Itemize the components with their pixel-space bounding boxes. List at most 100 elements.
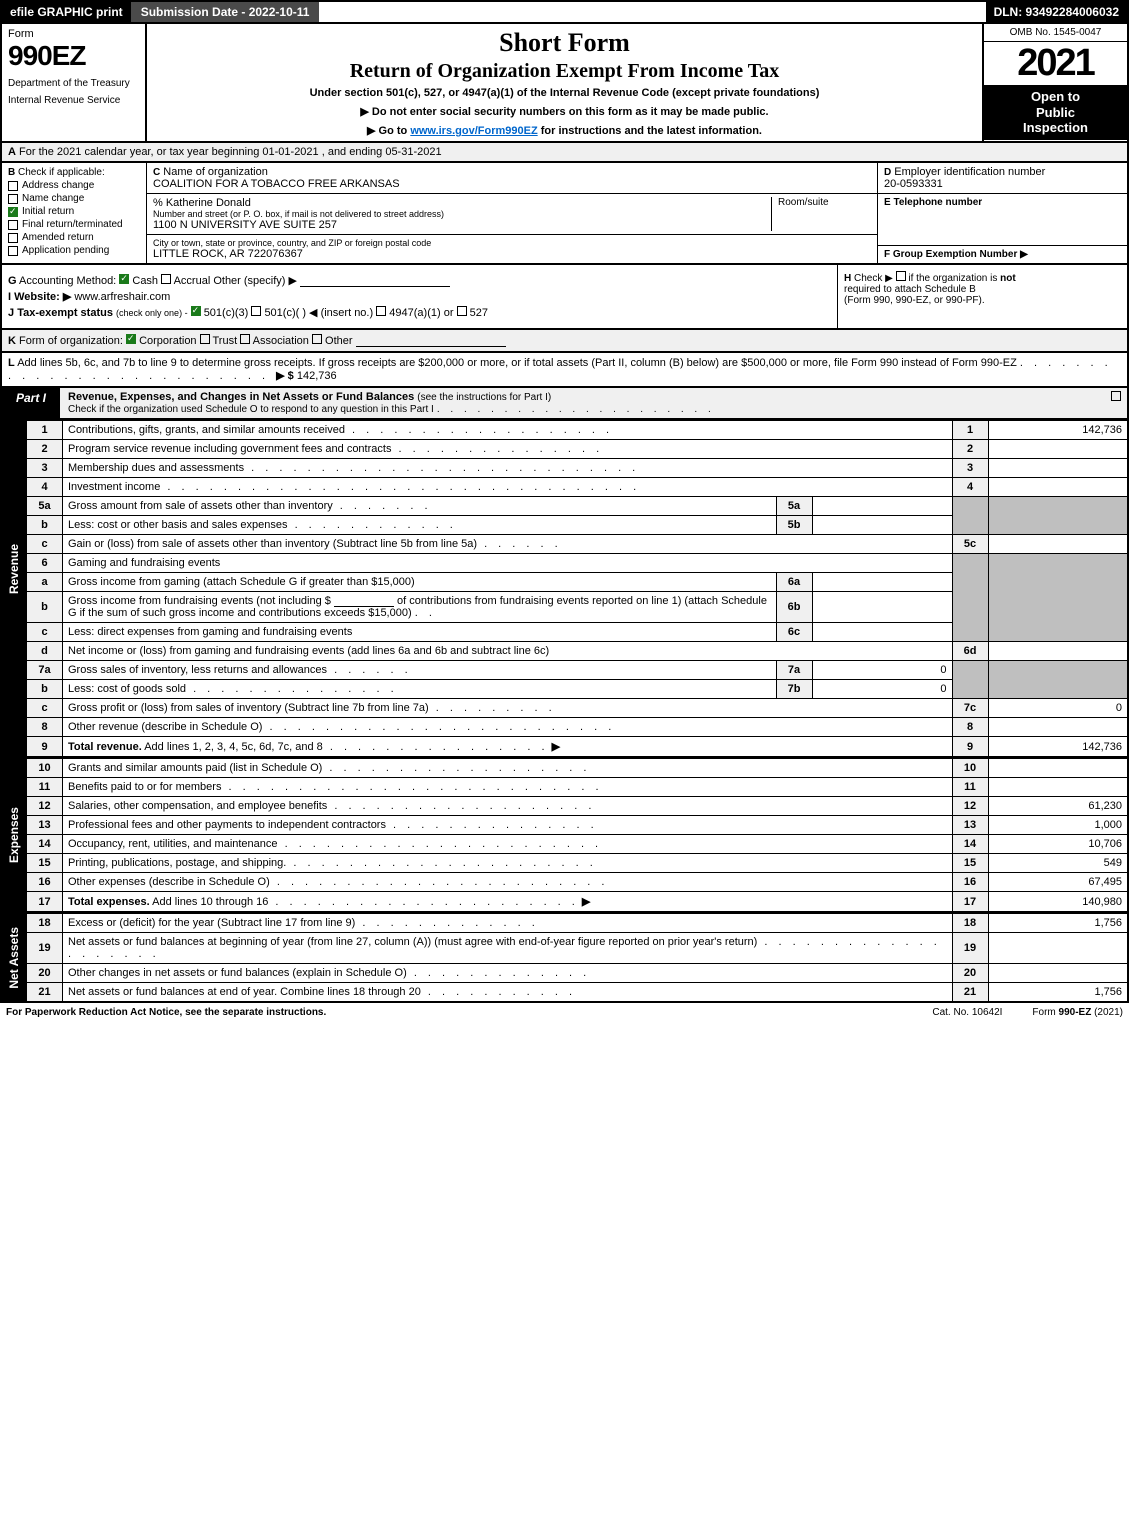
checkbox-checked-icon[interactable] [126,334,136,344]
chk-amended-return[interactable]: Amended return [8,232,140,243]
line-6d: d Net income or (loss) from gaming and f… [1,642,1128,661]
section-b-title: Check if applicable: [18,167,105,178]
room-suite-label: Room/suite [771,197,871,231]
chk-initial-return[interactable]: Initial return [8,206,140,217]
line-num: 11 [27,778,63,797]
sidelabel-revenue: Revenue [1,421,27,718]
sub-value: 0 [812,680,952,699]
checkbox-icon[interactable] [161,274,171,284]
dots: . . . . . . . . . . . . . . . . . . . [327,800,595,812]
form-word: Form [8,28,139,40]
line-desc: Contributions, gifts, grants, and simila… [63,421,953,440]
sub-value [812,623,952,642]
instr-link-line: ▶ Go to www.irs.gov/Form990EZ for instru… [157,124,972,137]
line-16: 16 Other expenses (describe in Schedule … [1,873,1128,892]
dots: . . . . . . . . . . . . . . . . . . . . … [278,838,603,850]
line-num: 3 [27,459,63,478]
other-specify-field[interactable] [300,275,450,287]
checkbox-icon[interactable] [896,271,906,281]
dots: . . . . . . . . . . . . . . . . . . . . … [244,462,639,474]
label-f: F [884,249,890,260]
org-name-block: C Name of organization COALITION FOR A T… [147,163,877,194]
opt-cash: Cash [132,275,158,287]
line-rnum: 21 [952,983,988,1003]
arrow-icon: ▶ [1020,249,1028,260]
line-num: 12 [27,797,63,816]
line-num: 18 [27,914,63,933]
line-rnum: 14 [952,835,988,854]
chk-address-change[interactable]: Address change [8,180,140,191]
h-text2: if the organization is [908,273,997,284]
footer-form-post: (2021) [1094,1007,1123,1018]
sub-num: 5b [776,516,812,535]
chk-name-change[interactable]: Name change [8,193,140,204]
checkbox-icon[interactable] [376,306,386,316]
checkbox-icon[interactable] [251,306,261,316]
part1-check-box[interactable] [1097,388,1127,418]
line-17: 17 Total expenses. Add lines 10 through … [1,892,1128,913]
line-19: 19 Net assets or fund balances at beginn… [1,933,1128,964]
shade-cell [952,554,988,642]
dots: . . . . . . [477,538,562,550]
footer-form-num: 990-EZ [1059,1007,1092,1018]
dots: . . . . . . . . . . . . . . . . . . . . … [160,481,640,493]
line-21: 21 Net assets or fund balances at end of… [1,983,1128,1003]
line-num: 15 [27,854,63,873]
line-desc: Gross income from fundraising events (no… [63,592,777,623]
line-13: 13 Professional fees and other payments … [1,816,1128,835]
irs-link[interactable]: www.irs.gov/Form990EZ [410,125,537,137]
opt-501c: 501(c)( ) ◀ (insert no.) [264,307,373,319]
line-desc: Net assets or fund balances at beginning… [63,933,953,964]
checkbox-icon[interactable] [312,334,322,344]
line-value [988,459,1128,478]
checkbox-checked-icon [8,207,18,217]
part1-title-text: Revenue, Expenses, and Changes in Net As… [68,391,414,403]
dots: . . . . . . . . . . . . . . . . . . . . … [270,876,609,888]
opt-4947: 4947(a)(1) or [389,307,453,319]
line-num: c [27,535,63,554]
chk-application-pending[interactable]: Application pending [8,245,140,256]
checkbox-checked-icon[interactable] [119,274,129,284]
section-i: I Website: ▶ www.arfreshair.com [8,290,831,303]
checkbox-icon[interactable] [240,334,250,344]
dots: . . . . . . . . . . . [421,986,576,998]
line-value: 1,756 [988,983,1128,1003]
instr-post: for instructions and the latest informat… [541,125,762,137]
sub-value: 0 [812,661,952,680]
line-num: 7a [27,661,63,680]
opt-527: 527 [470,307,488,319]
page-footer: For Paperwork Reduction Act Notice, see … [0,1003,1129,1022]
checkbox-icon[interactable] [457,306,467,316]
tax-exempt-sub: (check only one) - [116,308,188,318]
sidelabel-net-assets: Net Assets [1,914,27,1003]
line-num: a [27,573,63,592]
chk-final-return[interactable]: Final return/terminated [8,219,140,230]
chk-label: Initial return [22,206,74,217]
h-not: not [1000,273,1016,284]
line-desc: Professional fees and other payments to … [63,816,953,835]
line-value: 1,756 [988,914,1128,933]
title-return: Return of Organization Exempt From Incom… [157,60,972,83]
line-desc: Gross amount from sale of assets other t… [63,497,777,516]
line-num: c [27,699,63,718]
section-h: H Check ▶ if the organization is not req… [837,265,1127,328]
line-value [988,964,1128,983]
section-b: B Check if applicable: Address change Na… [2,163,147,263]
checkbox-icon[interactable] [200,334,210,344]
arrow-icon: ▶ [552,741,560,753]
topbar: efile GRAPHIC print Submission Date - 20… [0,0,1129,24]
line-num: 6 [27,554,63,573]
contrib-amount-field[interactable] [334,595,394,607]
checkbox-icon [8,220,18,230]
other-org-field[interactable] [356,335,506,347]
line-rnum: 1 [952,421,988,440]
form-title-block: Short Form Return of Organization Exempt… [147,24,982,141]
dots: . . . . . . . [333,500,432,512]
row-k: K Form of organization: Corporation Trus… [0,330,1129,353]
line-desc: Membership dues and assessments . . . . … [63,459,953,478]
line-3: 3 Membership dues and assessments . . . … [1,459,1128,478]
line-desc: Less: cost or other basis and sales expe… [63,516,777,535]
part1-header: Part I Revenue, Expenses, and Changes in… [0,388,1129,420]
line-num: 5a [27,497,63,516]
checkbox-checked-icon[interactable] [191,306,201,316]
